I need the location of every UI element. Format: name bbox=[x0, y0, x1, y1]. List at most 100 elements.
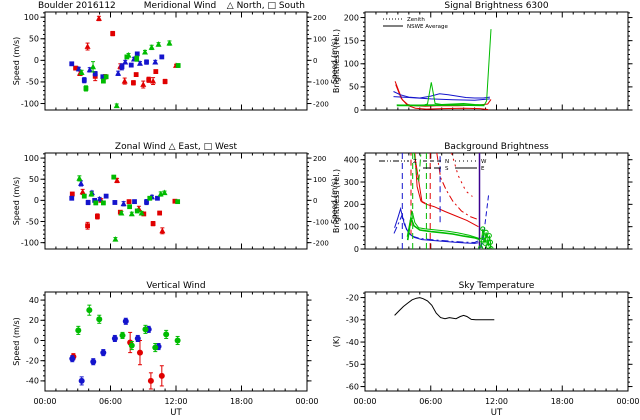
square-marker bbox=[127, 204, 133, 210]
y-tick-label: 0 bbox=[354, 245, 359, 254]
panel-title: Sky Temperature bbox=[459, 281, 535, 291]
y2-tick-label: 100 bbox=[313, 176, 326, 184]
circle-marker bbox=[119, 332, 126, 339]
triangle-marker bbox=[166, 39, 173, 46]
panel-title: Vertical Wind bbox=[146, 281, 205, 291]
y-tick-label: -40 bbox=[26, 377, 39, 386]
series-green-set bbox=[76, 174, 181, 242]
panel-meridional-wind: -100 -50 0 50 100 Speed (m/s) -200 -100 0 100 200 S… bbox=[12, 1, 339, 111]
triangle-marker bbox=[155, 41, 162, 47]
triangle-marker bbox=[138, 209, 145, 216]
square-marker bbox=[73, 65, 78, 71]
square-marker bbox=[162, 79, 168, 84]
triangle-marker bbox=[120, 200, 127, 207]
series-group bbox=[69, 15, 181, 109]
square-marker bbox=[100, 74, 106, 80]
station-date-label: Boulder 2016112 bbox=[38, 1, 116, 11]
circle-marker bbox=[136, 349, 143, 356]
square-marker bbox=[103, 74, 109, 80]
square-marker bbox=[69, 195, 75, 201]
circle-marker bbox=[111, 335, 118, 342]
series-sky-temp-line bbox=[394, 297, 495, 321]
panel-sky-temperature: 00:00 06:00 12:00 18:00 00:00 UT -60 -50 -40 -30 -… bbox=[332, 281, 640, 418]
x-ticks bbox=[364, 292, 629, 391]
x-tick-label: 18:00 bbox=[551, 397, 574, 406]
y-ticks bbox=[40, 153, 312, 244]
y-tick-label: 100 bbox=[24, 13, 39, 22]
triangle-marker bbox=[148, 44, 155, 50]
y-tick-label: 100 bbox=[344, 222, 359, 231]
y-axis-label: Brightness (rel.) bbox=[332, 169, 341, 233]
triangle-marker bbox=[79, 188, 86, 195]
y-tick-label: -50 bbox=[26, 217, 39, 226]
circle-marker bbox=[142, 326, 149, 333]
y2-tick-label: 100 bbox=[313, 36, 326, 44]
y-tick-label: 0 bbox=[34, 336, 39, 345]
triangle-marker bbox=[150, 77, 157, 84]
triangle-marker bbox=[161, 189, 168, 196]
series-group bbox=[394, 297, 495, 321]
triangle-marker bbox=[90, 63, 97, 70]
square-marker bbox=[95, 214, 100, 219]
panel-vertical-wind: 00:00 06:00 12:00 18:00 00:00 UT -40 -20 0 20 40 Sp… bbox=[12, 281, 319, 418]
square-marker bbox=[132, 199, 137, 205]
square-marker bbox=[144, 59, 149, 65]
y-tick-label: 100 bbox=[24, 154, 39, 163]
y2-axis-label: Speed (m/s) bbox=[330, 38, 339, 84]
legend-label: E bbox=[481, 166, 485, 172]
y2-tick-label: -100 bbox=[313, 79, 329, 87]
panel-title: Signal Brightness 6300 bbox=[444, 1, 548, 11]
data-line bbox=[394, 206, 479, 244]
square-marker bbox=[159, 54, 165, 60]
square-marker bbox=[128, 62, 134, 68]
circle-marker bbox=[75, 327, 82, 334]
plot-frame bbox=[44, 11, 308, 111]
square-marker bbox=[81, 193, 87, 199]
triangle-marker bbox=[78, 180, 85, 186]
triangle-marker bbox=[84, 43, 91, 49]
y-tick-label: 100 bbox=[344, 60, 359, 69]
circle-marker bbox=[174, 337, 181, 344]
y-tick-label: -40 bbox=[346, 338, 359, 347]
open-circle-marker bbox=[480, 226, 486, 232]
triangle-marker bbox=[112, 236, 119, 242]
square-marker bbox=[92, 197, 98, 203]
data-line bbox=[393, 212, 480, 244]
triangle-marker bbox=[115, 70, 122, 76]
y-axis-label: Speed (m/s) bbox=[12, 177, 21, 226]
triangle-marker bbox=[113, 102, 120, 109]
data-line bbox=[436, 153, 479, 220]
open-circle-marker bbox=[486, 233, 492, 239]
marker-key-label: △ North, □ South bbox=[227, 1, 305, 11]
series-green-solid-1 bbox=[406, 210, 480, 239]
square-marker bbox=[112, 200, 118, 205]
circle-marker bbox=[128, 342, 135, 349]
square-marker bbox=[110, 31, 116, 36]
legend-label: Zenith bbox=[407, 17, 425, 23]
open-circle-marker bbox=[484, 236, 490, 242]
triangle-marker bbox=[96, 195, 103, 202]
square-marker bbox=[85, 200, 91, 205]
legend-label: N bbox=[445, 159, 449, 165]
panel-title: Background Brightness bbox=[444, 142, 549, 152]
data-line bbox=[394, 297, 495, 321]
series-green-set bbox=[78, 39, 181, 109]
x-ticks bbox=[364, 153, 629, 249]
plot-frame bbox=[364, 291, 629, 392]
series-group bbox=[393, 29, 492, 110]
y-ticks bbox=[360, 292, 633, 388]
plot-frame bbox=[364, 11, 629, 111]
y-axis-label: Speed (m/s) bbox=[12, 317, 21, 366]
triangle-marker bbox=[122, 58, 129, 65]
square-marker bbox=[81, 77, 87, 83]
y-ticks bbox=[40, 12, 312, 105]
y-tick-label: -60 bbox=[346, 382, 359, 391]
y-tick-label: -50 bbox=[346, 360, 359, 369]
square-marker bbox=[141, 211, 147, 217]
plot-frame bbox=[364, 152, 629, 250]
series-green-line-2 bbox=[396, 103, 485, 107]
x-tick-label: 18:00 bbox=[230, 397, 253, 406]
legend-label: NSWE Average bbox=[407, 24, 448, 30]
legend: Z NS WE bbox=[379, 159, 487, 172]
